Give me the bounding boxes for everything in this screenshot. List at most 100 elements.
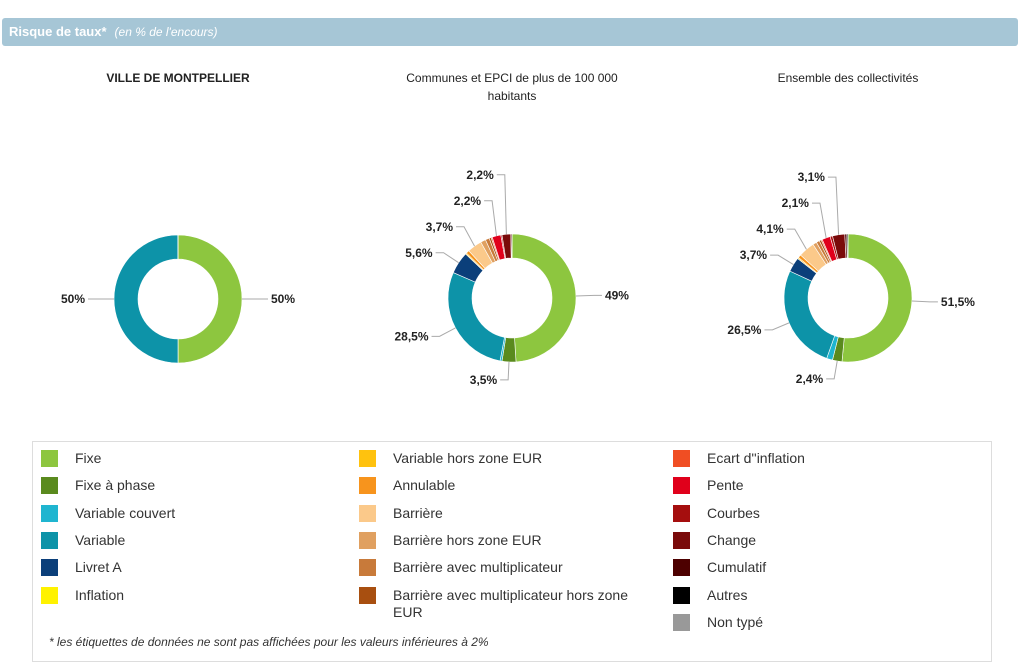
donut-segment (447, 272, 505, 362)
legend-item: Pente (673, 477, 967, 495)
data-label: 2,4% (796, 372, 824, 386)
data-label: 2,2% (454, 194, 482, 208)
leader-line (456, 226, 475, 247)
legend-swatch (359, 559, 376, 577)
data-label: 51,5% (941, 295, 975, 309)
legend-swatch (359, 477, 376, 495)
legend-item: Barrière avec multiplicateur (359, 559, 653, 577)
leader-line (811, 202, 827, 238)
legend-label: Barrière (393, 504, 443, 521)
legend-label: Barrière avec multiplicateur (393, 559, 563, 576)
leader-line (764, 322, 790, 331)
data-label: 28,5% (394, 329, 428, 343)
legend-swatch (359, 531, 376, 549)
leader-line (826, 360, 838, 380)
legend-label: Change (707, 531, 757, 548)
legend-item: Annulable (359, 477, 653, 495)
leader-line (500, 361, 510, 381)
legend-swatch (41, 504, 58, 522)
data-label: 26,5% (727, 323, 761, 337)
charts: VILLE DE MONTPELLIER 50% 50% Communes et EP… (61, 71, 975, 387)
legend-label: Variable couvert (75, 504, 176, 521)
data-label: 5,6% (405, 246, 433, 260)
leader-line (786, 228, 807, 250)
legend-swatch (673, 586, 690, 604)
legend-swatch (41, 531, 58, 549)
legend-swatch (673, 504, 690, 522)
legend-item: Variable hors zone EUR (359, 450, 653, 467)
legend-item: Cumulatif (673, 559, 967, 577)
legend-label: Ecart d''inflation (707, 450, 805, 466)
donut-segment (177, 234, 243, 364)
legend-label: Variable hors zone EUR (393, 450, 543, 466)
data-label: 2,2% (466, 168, 494, 182)
legend-swatch (41, 477, 58, 495)
section-header: Risque de taux* (en % de l'encours) (2, 18, 1018, 46)
chart-title: Communes et EPCI de plus de 100 000 habit… (406, 71, 618, 103)
legend: * les étiquettes de données ne sont pas … (32, 441, 992, 662)
legend-item: Livret A (41, 559, 335, 577)
data-label: 3,7% (426, 220, 454, 234)
leader-line (770, 254, 794, 265)
data-label: 3,5% (470, 373, 498, 387)
legend-label: Livret A (75, 559, 122, 576)
legend-item: Inflation (41, 586, 335, 604)
legend-swatch (673, 531, 690, 549)
legend-item: Barrière (359, 504, 653, 522)
leader-line (575, 294, 602, 297)
donut-segment (841, 233, 913, 363)
legend-item: Non typé (673, 613, 967, 631)
legend-label: Non typé (707, 613, 764, 630)
section-subtitle: (en % de l'encours) (114, 25, 218, 39)
donut-segment (783, 270, 836, 359)
legend-label: Annulable (393, 477, 456, 494)
data-label: 3,1% (798, 170, 826, 184)
legend-item: Fixe (41, 450, 335, 467)
chart-title: VILLE DE MONTPELLIER (106, 71, 250, 85)
legend-item: Barrière avec multiplicateur hors zone E… (359, 586, 653, 621)
legend-swatch (359, 450, 376, 467)
legend-swatch (41, 586, 58, 604)
legend-swatch (359, 586, 376, 604)
leader-line (484, 200, 497, 236)
leader-line (431, 327, 456, 337)
legend-swatch (41, 559, 58, 577)
legend-label: Autres (707, 586, 748, 603)
data-label: 4,1% (756, 222, 784, 236)
legend-item: Fixe à phase (41, 477, 335, 495)
donut-segment (511, 233, 577, 363)
donut-segment (113, 234, 179, 364)
leader-line (435, 252, 459, 264)
legend-swatch (673, 450, 690, 467)
data-label: 50% (61, 292, 85, 306)
legend-label: Fixe à phase (75, 477, 156, 494)
leader-line (911, 300, 938, 303)
legend-item: Variable (41, 531, 335, 549)
legend-label: Barrière hors zone EUR (393, 531, 542, 548)
legend-label: Variable (75, 531, 126, 548)
legend-item: Variable couvert (41, 504, 335, 522)
legend-swatch (359, 504, 376, 522)
data-label: 50% (271, 292, 295, 306)
legend-label: Courbes (707, 504, 760, 521)
legend-label: Barrière avec multiplicateur hors zone E… (393, 586, 628, 620)
legend-label: Cumulatif (707, 559, 767, 576)
legend-item: Barrière hors zone EUR (359, 531, 653, 549)
legend-item: Autres (673, 586, 967, 604)
legend-swatch (673, 559, 690, 577)
legend-swatch (673, 613, 690, 631)
leader-line (827, 176, 840, 235)
data-label: 3,7% (740, 248, 768, 262)
legend-item: Change (673, 531, 967, 549)
legend-item: Courbes (673, 504, 967, 522)
legend-label: Inflation (75, 586, 125, 603)
legend-label: Pente (707, 477, 744, 494)
footnote: * les étiquettes de données ne sont pas … (49, 635, 489, 649)
legend-swatch (673, 477, 690, 495)
chart-title: Ensemble des collectivités (778, 71, 919, 85)
data-label: 49% (605, 288, 629, 302)
leader-line (496, 174, 507, 235)
data-label: 2,1% (782, 196, 810, 210)
legend-swatch (41, 450, 58, 467)
